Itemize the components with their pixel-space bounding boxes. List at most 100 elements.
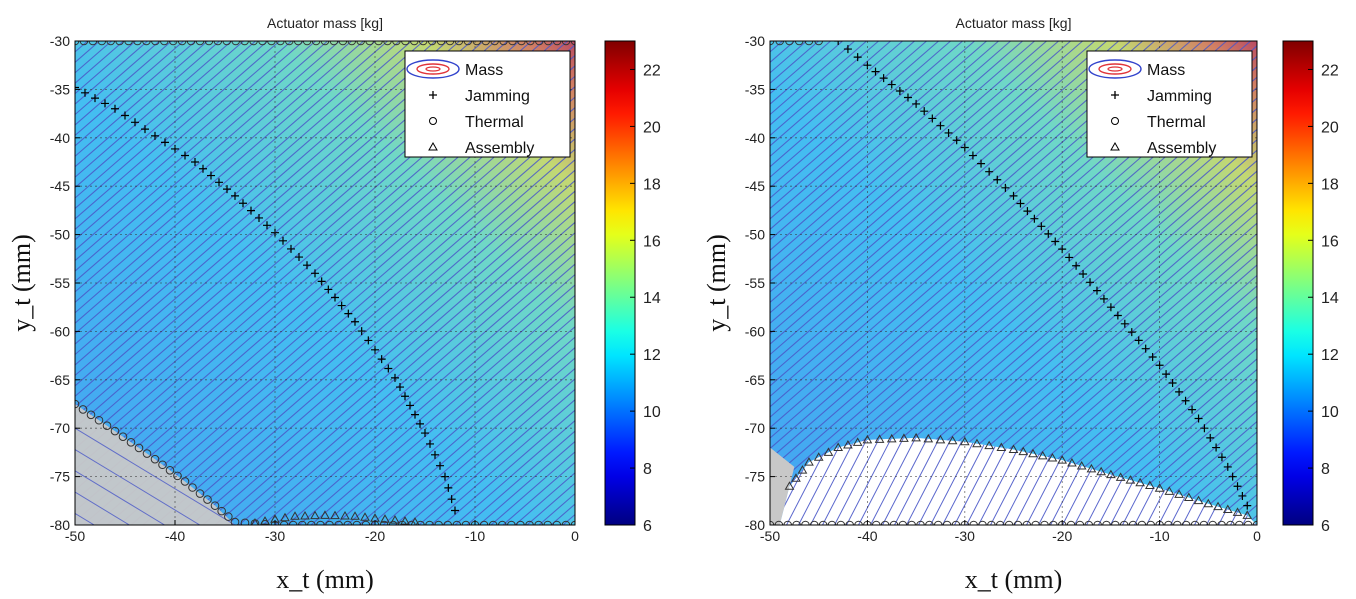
marker-plus [1223,462,1232,471]
marker-triangle [996,442,1007,452]
contour-line [1041,337,1257,525]
marker-circle [307,520,316,525]
marker-triangle [340,510,350,520]
marker-triangle [290,511,300,520]
marker-plus [1113,311,1122,320]
marker-circle [827,520,837,525]
marker-plus [331,293,339,302]
marker-plus [1044,229,1053,238]
marker-circle [443,520,453,525]
marker-plus [1181,396,1190,405]
y-axis-label: y_t (mm) [7,234,36,332]
y-tick-label: -40 [50,130,70,146]
x-tick-label: -20 [365,528,385,544]
marker-plus [1175,387,1184,396]
marker-circle [801,520,810,525]
marker-circle [854,520,863,525]
contour-line [75,41,208,158]
contour-line [75,41,388,314]
hatch-line [834,437,880,525]
marker-circle [224,512,233,521]
colorbar-tick-label: 16 [1321,233,1339,250]
marker-plus [1009,191,1018,200]
contour-line [770,41,867,126]
marker-plus [1206,433,1215,442]
marker-circle [543,520,553,525]
contour-line [418,388,575,525]
contour-line [945,253,1257,525]
marker-triangle [1203,498,1214,508]
marker-triangle [797,465,808,474]
marker-triangle [823,447,834,456]
contour-line [442,409,575,525]
y-axis-label: y_t (mm) [702,234,731,332]
marker-circle [916,520,925,525]
y-tick-label: -30 [745,33,765,49]
marker-plus [1141,344,1150,353]
marker-circle [78,405,88,414]
marker-circle [316,520,325,525]
marker-circle [217,506,226,516]
marker-circle [379,520,389,525]
y-tick-label: -65 [50,372,70,388]
marker-triangle [843,439,853,449]
contour-line [310,294,575,525]
contour-line [75,491,130,525]
contour-line [770,41,1131,356]
marker-circle [1128,520,1138,525]
contour-line [1101,389,1257,525]
contour-line [75,41,412,335]
marker-circle [898,520,908,525]
marker-circle [1111,520,1120,525]
marker-plus [421,429,429,438]
contour-line [0,41,4,525]
legend-mass-icon [1107,66,1123,72]
marker-triangle [791,473,801,482]
marker-triangle [1057,455,1068,464]
contour-line [75,449,201,525]
legend-label: Mass [465,62,503,79]
marker-triangle [972,438,982,448]
marker-circle [1146,520,1156,525]
x-tick-label: 0 [1253,528,1261,544]
y-tick-label: -30 [50,33,70,49]
marker-plus [879,74,888,83]
marker-circle [792,520,801,525]
marker-circle [774,520,784,525]
hatch-line [966,437,1012,525]
hatch-line [798,437,844,525]
marker-circle [180,477,190,486]
marker-circle [1093,520,1102,525]
marker-plus [377,355,386,364]
marker-circle [343,520,353,525]
y-tick-label: -50 [745,227,765,243]
marker-triangle [833,442,844,452]
y-tick-label: -40 [745,130,765,146]
hatch-line [954,437,1000,525]
marker-plus [1188,405,1197,414]
x-tick-label: -50 [65,528,85,544]
marker-plus [1233,482,1242,491]
marker-triangle [320,510,330,519]
colorbar-tick-label: 14 [1321,290,1339,307]
contour-line [770,41,1011,251]
colorbar-tick-label: 18 [1321,176,1339,193]
marker-circle [488,520,498,525]
legend-thermal-icon [429,117,437,125]
x-tick-label: 0 [571,528,579,544]
marker-triangle [280,512,290,522]
marker-plus [317,277,326,286]
x-tick-label: -20 [1052,528,1072,544]
contour-line [770,41,963,210]
colorbar: 6 8 10 12 14 16 18 20 22 [1282,40,1339,535]
marker-triangle [330,510,340,520]
contour-line [909,222,1257,525]
marker-plus [141,125,149,134]
marker-circle [425,520,434,525]
colorbar-scale [1282,40,1314,526]
marker-circle [158,460,167,470]
contour-line [969,274,1257,525]
contour-line [1053,347,1257,525]
contour-line [430,399,575,525]
marker-circle [1022,520,1032,525]
